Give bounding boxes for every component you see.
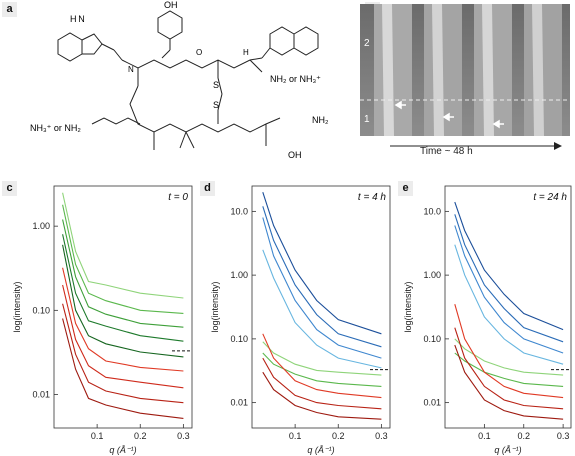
y-tick-label: 1.00: [423, 270, 441, 280]
molecule-structure: H N OH NH₂ or NH₃⁺ NH₃⁺ or NH₂ NH₂ OH S …: [30, 0, 329, 160]
series-line-5: [454, 352, 564, 387]
y-axis-label: log(intensity): [403, 281, 413, 332]
series-line-2: [454, 225, 564, 354]
series-line-3: [454, 244, 564, 365]
panel-c-label: c: [2, 181, 17, 196]
y-tick-label: 0.01: [230, 398, 248, 408]
y-tick-label: 10.0: [230, 206, 248, 216]
micrograph-image: 2 1: [360, 4, 570, 136]
x-tick-label: 0.2: [332, 431, 345, 441]
y-tick-label: 0.10: [423, 334, 441, 344]
x-tick-label: 0.1: [91, 431, 104, 441]
series-line-1: [454, 214, 564, 343]
series-line-8: [262, 371, 382, 420]
x-axis-label: q (Å⁻¹): [307, 445, 334, 455]
series-line-0: [454, 201, 564, 331]
hydrogen-label: H: [243, 48, 249, 57]
x-axis-label: q (Å⁻¹): [109, 445, 136, 455]
y-tick-label: 0.10: [32, 305, 50, 315]
series-line-4: [262, 341, 382, 376]
y-axis-label: log(intensity): [210, 281, 220, 332]
y-tick-label: 0.01: [423, 398, 441, 408]
series-line-6: [62, 284, 184, 389]
plot-frame: [53, 185, 193, 429]
sulfur-label-1: S: [213, 80, 219, 90]
series-line-2: [262, 217, 382, 359]
panel-e-label: e: [398, 181, 413, 196]
y-tick-label: 1.00: [230, 270, 248, 280]
y-tick-label: 0.01: [32, 390, 50, 400]
series-line-0: [62, 192, 184, 299]
x-tick-label: 0.1: [289, 431, 302, 441]
amide-nh2-label: NH₂: [312, 115, 329, 125]
x-tick-label: 0.2: [134, 431, 147, 441]
chart-panel-c: 0.1 0.2 0.3 0.01 0.10 1.00 q (Å⁻¹) log(intensit…: [12, 185, 193, 455]
x-tick-label: 0.3: [557, 431, 570, 441]
panel-d-label: d: [200, 181, 215, 196]
series-line-6: [262, 333, 382, 399]
series-line-7: [262, 357, 382, 410]
series-line-5: [262, 352, 382, 387]
series-line-3: [62, 234, 184, 342]
plot-title: t = 0: [168, 192, 188, 203]
nitrogen-label: N: [128, 65, 134, 74]
sulfur-label-2: S: [213, 100, 219, 110]
chart-panel-e: 0.1 0.2 0.3 0.01 0.10 1.00 10.0 q (Å⁻¹) log(inte…: [403, 185, 572, 455]
oh-top-label: OH: [164, 0, 178, 10]
series-line-0: [262, 192, 382, 335]
series-line-1: [62, 204, 184, 314]
plot-title: t = 24 h: [533, 192, 567, 203]
series-line-5: [62, 267, 184, 372]
chart-panel-d: 0.1 0.2 0.3 0.01 0.10 1.00 10.0 q (Å⁻¹) log(inte…: [210, 185, 391, 455]
series-line-7: [62, 303, 184, 404]
nh-label: H N: [70, 14, 85, 24]
lysine-amine-label: NH₃⁺ or NH₂: [30, 123, 81, 133]
x-tick-label: 0.2: [517, 431, 530, 441]
micrograph-label-1: 1: [364, 114, 370, 125]
micrograph-label-2: 2: [364, 38, 370, 49]
oh-bottom-label: OH: [288, 150, 302, 160]
x-tick-label: 0.3: [177, 431, 190, 441]
time-arrow: [390, 142, 562, 150]
oxygen-label: O: [196, 48, 202, 57]
y-tick-label: 0.10: [230, 334, 248, 344]
series-line-6: [454, 304, 564, 399]
series-line-8: [62, 318, 184, 419]
plot-frame: [251, 185, 391, 429]
x-tick-label: 0.3: [375, 431, 388, 441]
y-tick-label: 1.00: [32, 221, 50, 231]
series-line-3: [262, 249, 382, 369]
plot-title: t = 4 h: [358, 192, 387, 203]
series-line-4: [454, 338, 564, 376]
series-line-8: [454, 344, 564, 420]
amine-label: NH₂ or NH₃⁺: [270, 74, 321, 84]
y-axis-label: log(intensity): [12, 281, 22, 332]
x-tick-label: 0.1: [478, 431, 491, 441]
series-line-1: [262, 206, 382, 348]
time-label: Time ~ 48 h: [420, 146, 473, 157]
panel-a-label: a: [2, 2, 17, 17]
series-line-2: [62, 219, 184, 328]
series-line-4: [62, 244, 184, 358]
series-line-7: [454, 327, 564, 410]
y-tick-label: 10.0: [423, 206, 441, 216]
plot-frame: [444, 185, 572, 429]
x-axis-label: q (Å⁻¹): [494, 445, 521, 455]
